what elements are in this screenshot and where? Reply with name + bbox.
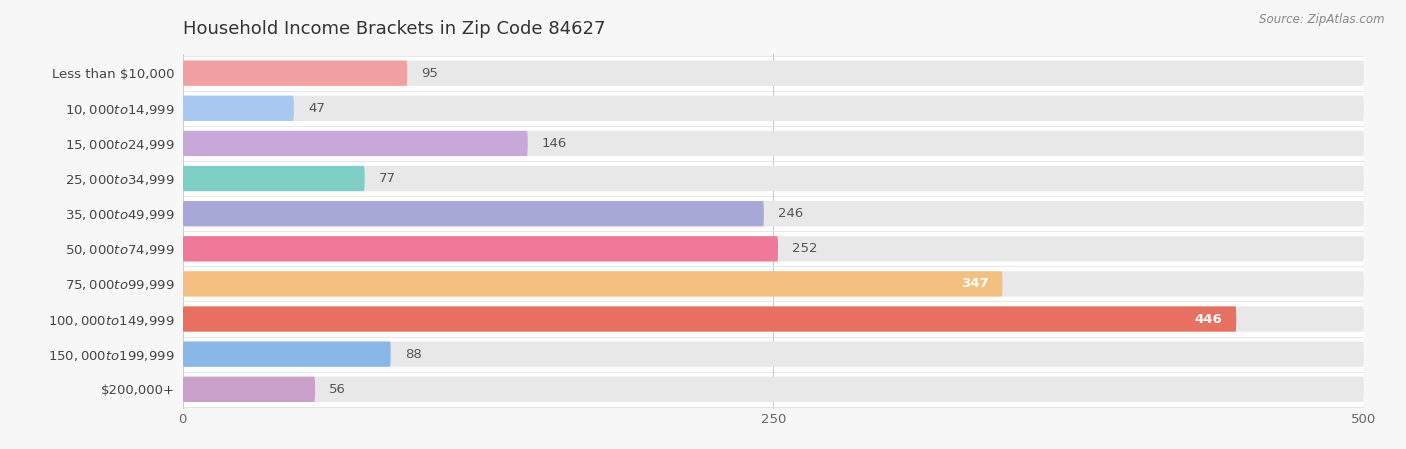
FancyBboxPatch shape: [179, 161, 1368, 196]
FancyBboxPatch shape: [183, 377, 1364, 402]
Text: Source: ZipAtlas.com: Source: ZipAtlas.com: [1260, 13, 1385, 26]
Text: 347: 347: [960, 277, 988, 291]
FancyBboxPatch shape: [179, 91, 1368, 126]
FancyBboxPatch shape: [179, 301, 1368, 337]
Text: 88: 88: [405, 348, 422, 361]
FancyBboxPatch shape: [183, 131, 1364, 156]
Text: 47: 47: [308, 102, 325, 115]
FancyBboxPatch shape: [183, 377, 315, 402]
FancyBboxPatch shape: [183, 271, 1002, 296]
Text: 95: 95: [422, 67, 439, 79]
FancyBboxPatch shape: [179, 372, 1368, 407]
FancyBboxPatch shape: [179, 337, 1368, 372]
FancyBboxPatch shape: [183, 306, 1236, 332]
FancyBboxPatch shape: [183, 96, 294, 121]
Text: Household Income Brackets in Zip Code 84627: Household Income Brackets in Zip Code 84…: [183, 21, 605, 39]
Text: 77: 77: [378, 172, 396, 185]
FancyBboxPatch shape: [183, 166, 1364, 191]
FancyBboxPatch shape: [183, 306, 1364, 332]
FancyBboxPatch shape: [179, 266, 1368, 301]
FancyBboxPatch shape: [183, 236, 1364, 261]
FancyBboxPatch shape: [183, 271, 1364, 296]
FancyBboxPatch shape: [183, 131, 527, 156]
Text: 252: 252: [792, 242, 818, 255]
Text: 246: 246: [778, 207, 803, 220]
FancyBboxPatch shape: [183, 96, 1364, 121]
FancyBboxPatch shape: [179, 56, 1368, 91]
FancyBboxPatch shape: [183, 61, 408, 86]
FancyBboxPatch shape: [183, 201, 763, 226]
Text: 56: 56: [329, 383, 346, 396]
FancyBboxPatch shape: [179, 126, 1368, 161]
FancyBboxPatch shape: [183, 166, 364, 191]
FancyBboxPatch shape: [179, 196, 1368, 231]
FancyBboxPatch shape: [183, 61, 1364, 86]
FancyBboxPatch shape: [183, 342, 391, 367]
FancyBboxPatch shape: [183, 201, 1364, 226]
Text: 146: 146: [541, 137, 567, 150]
FancyBboxPatch shape: [179, 231, 1368, 266]
FancyBboxPatch shape: [183, 236, 778, 261]
FancyBboxPatch shape: [183, 342, 1364, 367]
Text: 446: 446: [1194, 313, 1222, 326]
